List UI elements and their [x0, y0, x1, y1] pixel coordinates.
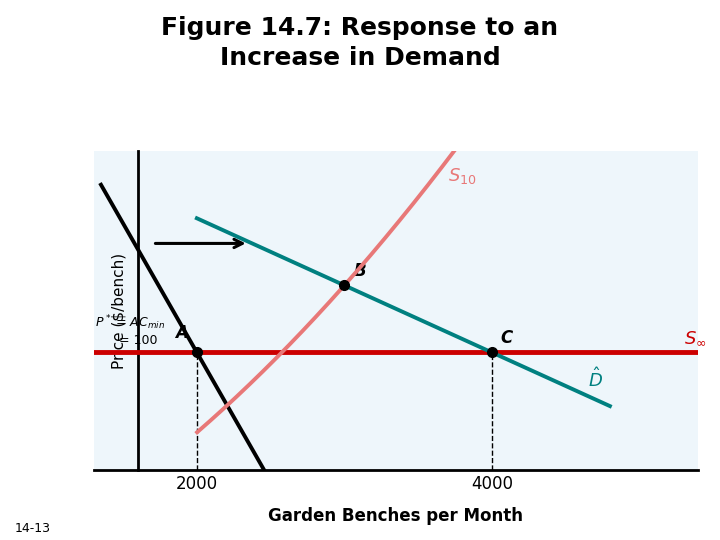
Text: $S_{10}$: $S_{10}$ — [448, 166, 476, 186]
Text: $P^*$ = $AC_{min}$
      = 100: $P^*$ = $AC_{min}$ = 100 — [95, 314, 165, 347]
Text: B: B — [354, 262, 366, 280]
Text: $\hat{D}$: $\hat{D}$ — [588, 367, 603, 391]
Text: C: C — [500, 329, 513, 347]
Text: Figure 14.7: Response to an
Increase in Demand: Figure 14.7: Response to an Increase in … — [161, 16, 559, 70]
Y-axis label: Price ($/bench): Price ($/bench) — [112, 252, 127, 369]
Text: $S_{\infty}$: $S_{\infty}$ — [684, 329, 706, 347]
Text: 14-13: 14-13 — [14, 522, 50, 535]
X-axis label: Garden Benches per Month: Garden Benches per Month — [269, 507, 523, 524]
Text: A: A — [175, 325, 188, 342]
